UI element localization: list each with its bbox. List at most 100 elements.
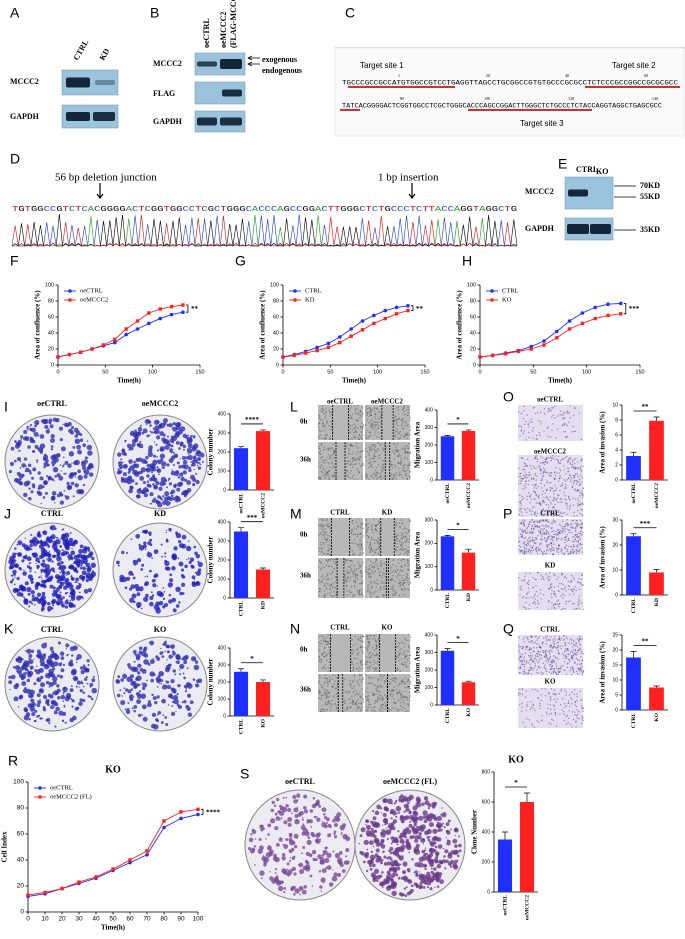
colony — [70, 584, 74, 588]
speckle — [552, 407, 554, 409]
speckle — [329, 638, 331, 641]
colony — [137, 713, 142, 717]
speckle — [570, 431, 573, 433]
colony — [64, 472, 67, 475]
colony — [152, 459, 158, 466]
speckle — [352, 667, 354, 669]
colony — [287, 807, 292, 813]
colony — [276, 797, 280, 802]
speckle — [318, 547, 320, 549]
colony — [307, 836, 311, 839]
speckle — [323, 552, 325, 555]
speckle — [367, 695, 369, 697]
speckle — [376, 693, 378, 695]
micrograph — [365, 442, 410, 480]
colony — [418, 871, 420, 873]
speckle — [552, 487, 554, 489]
speckle — [351, 438, 353, 440]
colony — [275, 842, 280, 847]
speckle — [358, 459, 360, 461]
speckle — [331, 461, 333, 464]
speckle — [531, 510, 533, 512]
colony — [170, 678, 175, 684]
speckle — [384, 575, 387, 577]
speckle — [346, 580, 348, 582]
speckle — [368, 431, 370, 434]
speckle — [346, 707, 348, 709]
speckle — [532, 437, 534, 439]
colony — [404, 894, 408, 898]
speckle — [365, 475, 367, 478]
speckle — [361, 576, 363, 578]
speckle — [378, 691, 380, 693]
colony — [142, 682, 148, 688]
colony — [123, 452, 127, 456]
speckle — [323, 577, 325, 579]
speckle — [356, 667, 359, 670]
speckle — [366, 541, 369, 543]
speckle — [347, 566, 349, 568]
colony — [166, 684, 172, 690]
speckle — [329, 651, 331, 653]
speckle — [553, 493, 555, 495]
colony — [168, 496, 173, 502]
speckle — [406, 457, 409, 460]
colony — [175, 604, 180, 608]
speckle — [352, 457, 354, 460]
colony — [177, 684, 181, 688]
colony — [172, 422, 176, 426]
speckle — [403, 466, 405, 468]
speckle — [382, 468, 384, 470]
colony — [454, 834, 457, 837]
speckle — [325, 541, 327, 543]
colony — [160, 422, 163, 425]
speckle — [326, 641, 329, 643]
speckle — [333, 695, 335, 697]
speckle — [318, 477, 321, 479]
colony — [159, 481, 165, 487]
speckle — [350, 407, 352, 409]
speckle — [384, 448, 386, 450]
speckle — [318, 645, 320, 647]
speckle — [401, 418, 403, 420]
speckle — [357, 525, 359, 527]
speckle — [376, 559, 378, 561]
speckle — [385, 446, 387, 448]
speckle — [360, 696, 362, 698]
speckle — [367, 436, 369, 439]
speckle — [346, 474, 348, 476]
speckle — [327, 634, 329, 636]
colony — [65, 643, 70, 648]
colony — [422, 810, 428, 816]
colony — [182, 490, 188, 496]
speckle — [378, 654, 380, 656]
speckle — [405, 475, 408, 477]
speckle — [408, 583, 410, 585]
speckle — [395, 525, 397, 527]
colony — [153, 430, 158, 434]
colony — [140, 568, 144, 571]
speckle — [367, 408, 369, 410]
speckle — [319, 582, 321, 584]
colony — [57, 641, 61, 645]
colony — [36, 597, 39, 600]
speckle — [580, 492, 583, 494]
colony — [184, 686, 188, 689]
colony — [50, 445, 54, 448]
colony — [152, 658, 155, 660]
speckle — [332, 453, 335, 455]
speckle — [325, 422, 328, 424]
speckle — [347, 453, 350, 455]
colony — [169, 491, 173, 495]
speckle — [402, 663, 405, 666]
speckle — [356, 431, 358, 434]
speckle — [580, 502, 582, 504]
colony — [369, 854, 376, 861]
speckle — [395, 702, 397, 704]
speckle — [353, 456, 355, 459]
speckle — [321, 519, 324, 521]
speckle — [325, 475, 327, 477]
speckle — [321, 419, 323, 421]
colony — [152, 432, 155, 434]
colony — [14, 665, 20, 671]
